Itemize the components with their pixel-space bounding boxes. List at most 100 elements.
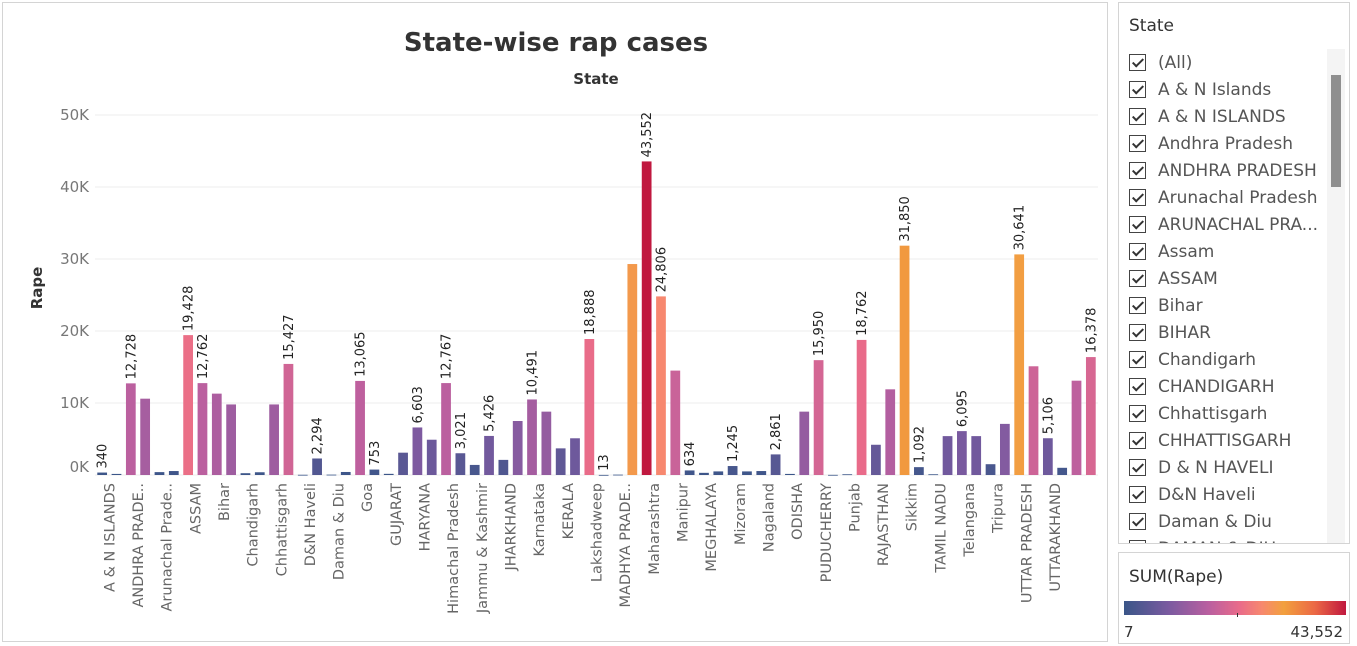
bar[interactable]: [1071, 380, 1082, 475]
bar[interactable]: [197, 383, 208, 475]
filter-item[interactable]: A & N ISLANDS: [1127, 103, 1327, 130]
filter-item[interactable]: Arunachal Pradesh: [1127, 184, 1327, 211]
filter-item[interactable]: ARUNACHAL PRA...: [1127, 211, 1327, 238]
bar[interactable]: [125, 383, 136, 475]
filter-item[interactable]: ANDHRA PRADESH: [1127, 157, 1327, 184]
bar[interactable]: [97, 472, 108, 475]
bar[interactable]: [957, 431, 967, 475]
bar[interactable]: [1028, 366, 1039, 475]
bar[interactable]: [871, 444, 881, 475]
bar[interactable]: [799, 411, 810, 475]
filter-scrollbar-thumb[interactable]: [1331, 75, 1341, 187]
bar[interactable]: [641, 161, 652, 475]
filter-checkbox[interactable]: [1129, 108, 1146, 125]
filter-item[interactable]: (All): [1127, 49, 1327, 76]
bar[interactable]: [355, 380, 365, 475]
bar[interactable]: [742, 471, 752, 475]
bar[interactable]: [727, 466, 738, 475]
bar[interactable]: [254, 472, 265, 475]
filter-checkbox[interactable]: [1129, 459, 1146, 476]
filter-checkbox[interactable]: [1129, 216, 1146, 233]
filter-checkbox[interactable]: [1129, 324, 1146, 341]
bar[interactable]: [1042, 438, 1053, 475]
filter-item[interactable]: Chandigarh: [1127, 346, 1327, 373]
bar[interactable]: [398, 452, 408, 475]
bar[interactable]: [441, 383, 451, 475]
bar[interactable]: [312, 458, 322, 475]
bar[interactable]: [154, 472, 165, 475]
bar[interactable]: [770, 454, 781, 475]
bar[interactable]: [842, 474, 853, 476]
bar[interactable]: [670, 370, 681, 475]
bar[interactable]: [297, 474, 308, 476]
filter-checkbox[interactable]: [1129, 162, 1146, 179]
filter-item[interactable]: D & N HAVELI: [1127, 454, 1327, 481]
bar[interactable]: [498, 459, 509, 475]
bar[interactable]: [168, 471, 179, 475]
bar[interactable]: [656, 296, 666, 475]
bar[interactable]: [684, 470, 695, 475]
bar[interactable]: [226, 404, 236, 475]
bar[interactable]: [484, 435, 494, 475]
bar[interactable]: [785, 473, 795, 475]
bar[interactable]: [570, 438, 580, 475]
filter-item[interactable]: ASSAM: [1127, 265, 1327, 292]
filter-item[interactable]: Bihar: [1127, 292, 1327, 319]
filter-checkbox[interactable]: [1129, 243, 1146, 260]
bar[interactable]: [426, 439, 437, 475]
bar[interactable]: [828, 474, 838, 476]
bar[interactable]: [584, 339, 595, 475]
bar[interactable]: [512, 421, 523, 475]
bar[interactable]: [326, 474, 337, 476]
filter-item[interactable]: BIHAR: [1127, 319, 1327, 346]
bar[interactable]: [269, 404, 279, 475]
bar[interactable]: [1014, 254, 1025, 475]
bar[interactable]: [1085, 357, 1096, 475]
bar[interactable]: [527, 399, 537, 475]
bar[interactable]: [899, 245, 910, 475]
filter-checkbox[interactable]: [1129, 54, 1146, 71]
filter-item[interactable]: Chhattisgarh: [1127, 400, 1327, 427]
filter-checkbox[interactable]: [1129, 189, 1146, 206]
filter-item[interactable]: CHHATTISGARH: [1127, 427, 1327, 454]
bar[interactable]: [699, 472, 709, 475]
filter-item[interactable]: A & N Islands: [1127, 76, 1327, 103]
filter-checkbox[interactable]: [1129, 135, 1146, 152]
filter-item[interactable]: D&N Haveli: [1127, 481, 1327, 508]
bar[interactable]: [813, 360, 824, 475]
filter-checkbox[interactable]: [1129, 378, 1146, 395]
bar[interactable]: [598, 474, 609, 476]
filter-checkbox[interactable]: [1129, 351, 1146, 368]
bar[interactable]: [555, 448, 566, 475]
bar[interactable]: [613, 474, 623, 476]
filter-item[interactable]: DAMAN & DIU: [1127, 535, 1327, 543]
bar[interactable]: [756, 471, 767, 475]
bar[interactable]: [283, 363, 294, 475]
filter-checkbox[interactable]: [1129, 432, 1146, 449]
bar[interactable]: [383, 473, 394, 475]
filter-checkbox[interactable]: [1129, 513, 1146, 530]
bar[interactable]: [183, 335, 194, 475]
filter-checkbox[interactable]: [1129, 486, 1146, 503]
bar[interactable]: [469, 464, 480, 475]
bar[interactable]: [211, 393, 222, 475]
bar[interactable]: [885, 389, 896, 475]
bar[interactable]: [240, 473, 251, 475]
bar[interactable]: [914, 467, 924, 475]
bar[interactable]: [369, 469, 380, 475]
filter-checkbox[interactable]: [1129, 540, 1146, 543]
bar[interactable]: [627, 264, 638, 475]
bar[interactable]: [455, 453, 466, 475]
filter-checkbox[interactable]: [1129, 405, 1146, 422]
bar[interactable]: [140, 398, 151, 475]
filter-item[interactable]: Andhra Pradesh: [1127, 130, 1327, 157]
bar[interactable]: [713, 471, 724, 475]
bar[interactable]: [856, 339, 867, 475]
filter-item[interactable]: Daman & Diu: [1127, 508, 1327, 535]
bar[interactable]: [999, 423, 1010, 475]
bar[interactable]: [971, 436, 982, 475]
filter-checkbox[interactable]: [1129, 270, 1146, 287]
bar[interactable]: [412, 427, 423, 475]
filter-item[interactable]: CHANDIGARH: [1127, 373, 1327, 400]
bar[interactable]: [942, 436, 953, 475]
